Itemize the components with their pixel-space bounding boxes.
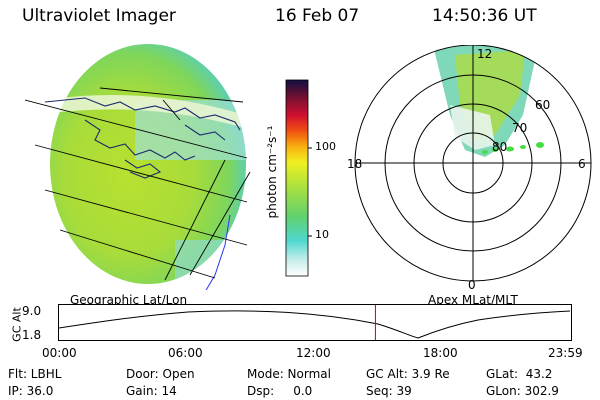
observation-time: 14:50:36 UT <box>432 6 537 26</box>
observation-date: 16 Feb 07 <box>275 6 360 26</box>
polar-plot-panel <box>354 45 592 282</box>
info-glat: GLat: 43.2 <box>486 367 553 381</box>
info-filter: Flt: LBHL <box>8 367 62 381</box>
apex-label: Apex MLat/MLT <box>428 293 518 307</box>
info-mode: Mode: Normal <box>247 367 331 381</box>
mlt-label-bottom: 0 <box>468 278 476 292</box>
geographic-image-panel <box>25 44 251 290</box>
polar-grid <box>354 45 592 282</box>
colorbar-tick-100: 100 <box>315 140 336 153</box>
geographic-label: Geographic Lat/Lon <box>70 293 188 307</box>
lat-label-80: 80 <box>492 140 508 154</box>
mlt-label-right: 6 <box>578 157 586 171</box>
altitude-curve <box>58 310 571 339</box>
timeline-xtick-0600: 06:00 <box>168 346 203 360</box>
timeline-plot <box>58 304 572 341</box>
info-ip: IP: 36.0 <box>8 384 54 398</box>
blue-boundary-line <box>205 214 231 290</box>
info-seq: Seq: 39 <box>366 384 412 398</box>
lat-lon-grid <box>25 87 251 281</box>
colorbar-panel <box>285 79 312 277</box>
instrument-title: Ultraviolet Imager <box>22 6 176 26</box>
mlt-label-left: 18 <box>347 157 363 171</box>
info-glon: GLon: 302.9 <box>486 384 559 398</box>
polar-green-dots <box>482 142 544 154</box>
timeline-xtick-0000: 00:00 <box>42 346 77 360</box>
info-door: Door: Open <box>126 367 195 381</box>
lat-label-60: 60 <box>535 98 551 112</box>
lat-label-70: 70 <box>512 121 528 135</box>
timeline-frame <box>58 304 572 341</box>
timeline-ytick-top: 9.0 <box>22 304 42 318</box>
aurora-arc <box>50 95 245 128</box>
info-dsp: Dsp: 0.0 <box>247 384 313 398</box>
colorbar <box>285 79 309 277</box>
timeline-xtick-1800: 18:00 <box>423 346 458 360</box>
timeline-xtick-1200: 12:00 <box>296 346 331 360</box>
mlt-label-top: 12 <box>477 47 493 61</box>
colorbar-tick-10: 10 <box>315 228 329 241</box>
timeline-ytick-bottom: 1.8 <box>22 328 42 342</box>
timeline-xtick-2359: 23:59 <box>548 346 583 360</box>
info-gc-alt: GC Alt: 3.9 Re <box>366 367 450 381</box>
cyan-region-lower <box>175 240 246 284</box>
colorbar-unit-label: photon cm⁻²s⁻¹ <box>265 125 279 219</box>
coastline <box>44 97 241 179</box>
info-gain: Gain: 14 <box>126 384 177 398</box>
